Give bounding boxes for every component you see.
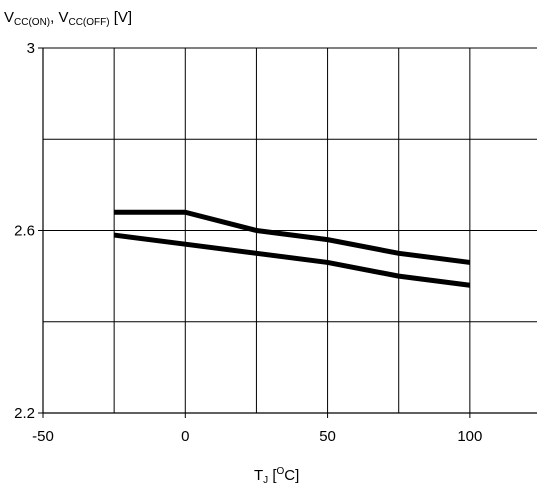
y-tick-label: 2.6 — [14, 223, 35, 240]
x-tick-label: -50 — [32, 428, 54, 445]
series-lines — [113, 209, 471, 288]
x-tick-label: 0 — [181, 428, 189, 445]
grid — [43, 47, 537, 413]
y-tick-label: 3 — [27, 40, 35, 57]
y-tick-label: 2.2 — [14, 405, 35, 422]
y-axis-label: VCC(ON), VCC(OFF) [V] — [4, 9, 132, 28]
series-line-1 — [114, 209, 471, 265]
x-tick-labels: -50 0 50 100 — [32, 413, 482, 445]
y-tick-labels: 2.2 2.6 3 — [14, 40, 43, 422]
x-tick-label: 100 — [457, 428, 482, 445]
series-line-2 — [113, 232, 471, 288]
x-axis-label: TJ [OC] — [254, 466, 299, 486]
x-tick-label: 50 — [319, 428, 336, 445]
